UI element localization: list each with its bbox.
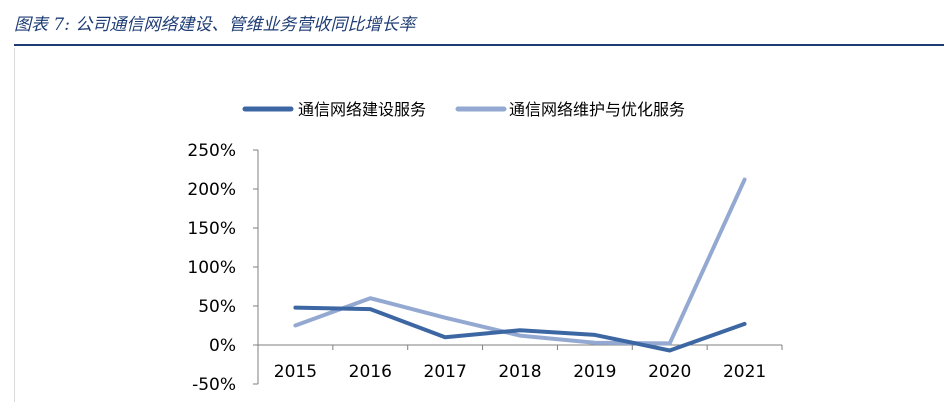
- y-tick-label: 150%: [187, 219, 236, 239]
- x-tick-label: 2015: [274, 362, 317, 382]
- figure-title: 图表 7: 公司通信网络建设、管维业务营收同比增长率: [14, 15, 416, 35]
- x-tick-label: 2017: [424, 362, 467, 382]
- series-layer: [293, 177, 747, 353]
- x-tick-label: 2019: [573, 362, 616, 382]
- legend-label-1: 通信网络建设服务: [298, 100, 426, 119]
- x-tick-label: 2020: [648, 362, 691, 382]
- legend-label-2: 通信网络维护与优化服务: [509, 100, 685, 119]
- x-axis: 2015 2016 2017 2018 2019 2020 2021: [257, 344, 783, 382]
- y-tick-label: 50%: [198, 297, 236, 317]
- chart-legend: 通信网络建设服务 通信网络维护与优化服务: [242, 100, 685, 119]
- y-tick-label: 250%: [187, 141, 236, 161]
- y-tick-label: 100%: [187, 258, 236, 278]
- x-tick-label: 2016: [349, 362, 392, 382]
- series-line-2: [293, 177, 747, 346]
- title-rule: [14, 44, 944, 46]
- frame-line: [14, 48, 15, 402]
- x-tick-label: 2018: [498, 362, 541, 382]
- y-tick-label: 0%: [209, 336, 236, 356]
- y-tick-label: -50%: [192, 375, 236, 395]
- y-axis: -50% 0% 50% 100% 150% 200% 250%: [187, 141, 259, 395]
- y-tick-label: 200%: [187, 180, 236, 200]
- x-tick-label: 2021: [723, 362, 766, 382]
